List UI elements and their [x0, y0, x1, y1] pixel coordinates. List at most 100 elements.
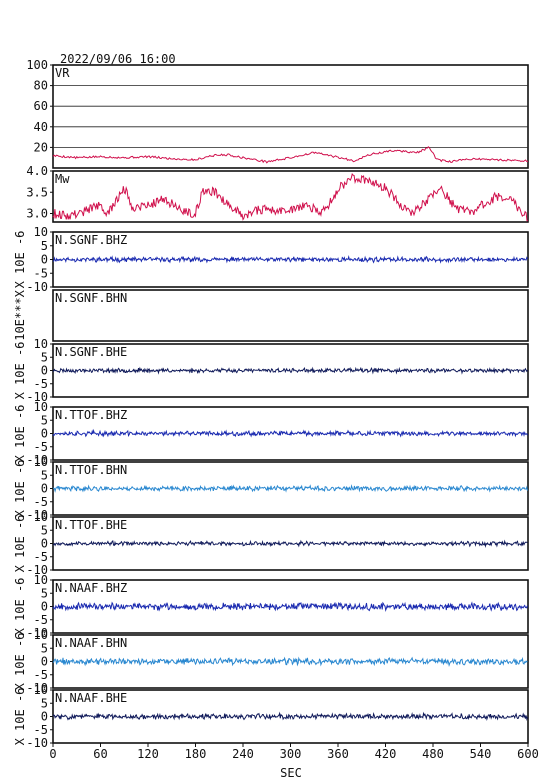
y-tick-label: -10	[26, 681, 48, 695]
y-axis-label: X 10E -6	[13, 231, 27, 289]
y-tick-label: 5	[41, 413, 48, 427]
series-sgnf-bhe	[52, 366, 528, 375]
y-axis-label: X 10E -6	[13, 342, 27, 400]
panel-label: N.TTOF.BHN	[55, 463, 127, 477]
y-tick-label: 20	[34, 140, 48, 154]
series-ttof-bhe	[52, 539, 528, 548]
y-tick-label: 0	[41, 655, 48, 669]
y-tick-label: 0	[41, 710, 48, 724]
panel-label: N.SGNF.BHZ	[55, 233, 127, 247]
y-tick-label: 5	[41, 523, 48, 537]
panel-label: VR	[55, 66, 70, 80]
x-tick-label: 120	[137, 747, 159, 761]
y-axis-label: X 10E -6	[13, 405, 27, 463]
y-tick-label: 10	[34, 573, 48, 587]
panels-group: 20406080100VR3.03.54.0Mw1050-5-10N.SGNF.…	[13, 58, 529, 750]
y-tick-label: 0	[41, 537, 48, 551]
y-axis-label: 10E***X	[13, 289, 27, 340]
y-tick-label: 0	[41, 482, 48, 496]
y-tick-label: -10	[26, 453, 48, 467]
x-tick-label: 240	[232, 747, 254, 761]
y-tick-label: -5	[34, 440, 48, 454]
y-tick-label: -5	[34, 495, 48, 509]
y-tick-label: 10	[34, 510, 48, 524]
y-axis-label: X 10E -6	[13, 460, 27, 518]
y-tick-label: 0	[41, 600, 48, 614]
y-tick-label: 100	[26, 58, 48, 72]
y-tick-label: 5	[41, 350, 48, 364]
y-tick-label: -5	[34, 266, 48, 280]
y-tick-label: -5	[34, 550, 48, 564]
series-mw	[52, 173, 528, 222]
panel-label: N.SGNF.BHN	[55, 291, 127, 305]
y-tick-label: 0	[41, 427, 48, 441]
y-tick-label: 10	[34, 628, 48, 642]
y-tick-label: 3.5	[26, 185, 48, 199]
y-tick-label: -10	[26, 736, 48, 750]
panel-label: N.NAAF.BHZ	[55, 581, 127, 595]
x-tick-label: 180	[185, 747, 207, 761]
y-axis-label: X 10E -6	[13, 633, 27, 691]
y-tick-label: -5	[34, 668, 48, 682]
y-tick-label: -5	[34, 613, 48, 627]
y-axis-label: X 10E -6	[13, 515, 27, 573]
y-tick-label: 0	[41, 364, 48, 378]
x-tick-label: 300	[280, 747, 302, 761]
series-naaf-bhz	[52, 601, 528, 612]
y-tick-label: -10	[26, 508, 48, 522]
panel-label: N.NAAF.BHE	[55, 691, 127, 705]
y-tick-label: 10	[34, 683, 48, 697]
y-tick-label: 60	[34, 99, 48, 113]
x-tick-label: 600	[517, 747, 539, 761]
y-tick-label: 10	[34, 337, 48, 351]
y-tick-label: 0	[41, 253, 48, 267]
panel-label: N.SGNF.BHE	[55, 345, 127, 359]
x-tick-label: 0	[49, 747, 56, 761]
panel-label: Mw	[55, 172, 70, 186]
datetime-label: 2022/09/06 16:00	[60, 52, 176, 66]
panel-frame	[52, 64, 529, 169]
panel-label: N.NAAF.BHN	[55, 636, 127, 650]
x-axis: 0 60 120 180 240 300 360 420 480 540 600	[49, 743, 539, 761]
y-tick-label: 5	[41, 468, 48, 482]
y-tick-label: -10	[26, 563, 48, 577]
y-tick-label: 5	[41, 696, 48, 710]
y-tick-label: 5	[41, 586, 48, 600]
series-sgnf-bhz	[52, 254, 528, 264]
y-tick-label: 3.0	[26, 207, 48, 221]
y-tick-label: 5	[41, 641, 48, 655]
y-tick-label: -5	[34, 377, 48, 391]
panel-sgnf-bhn: N.SGNF.BHN 10E***X	[13, 289, 529, 342]
series-ttof-bhn	[52, 484, 528, 493]
x-tick-label: 540	[470, 747, 492, 761]
y-tick-label: 10	[34, 225, 48, 239]
y-tick-label: -10	[26, 280, 48, 294]
y-tick-label: -10	[26, 390, 48, 404]
y-axis-label: X 10E -6	[13, 688, 27, 746]
panel-mw: 3.0 3.5 4.0 Mw	[26, 164, 529, 223]
panel-frame	[52, 170, 529, 223]
y-tick-label: 4.0	[26, 164, 48, 178]
y-tick-label: -5	[34, 723, 48, 737]
series-ttof-bhz	[52, 428, 528, 438]
y-axis-label: X 10E -6	[13, 578, 27, 636]
y-tick-label: 5	[41, 239, 48, 253]
series-naaf-bhn	[52, 656, 528, 668]
x-tick-label: 360	[327, 747, 349, 761]
series-naaf-bhe	[52, 711, 528, 721]
panel-vr: 20 40 60 80 100 VR	[26, 58, 529, 169]
panel-frame	[52, 289, 529, 342]
panel-ttof-bhz: 10 50-5-10 N.TTOF.BHZ X 10E -6	[13, 400, 529, 467]
y-tick-label: 40	[34, 120, 48, 134]
panel-label: N.TTOF.BHZ	[55, 408, 127, 422]
y-tick-label: 10	[34, 455, 48, 469]
x-tick-label: 60	[93, 747, 107, 761]
y-tick-label: 80	[34, 79, 48, 93]
